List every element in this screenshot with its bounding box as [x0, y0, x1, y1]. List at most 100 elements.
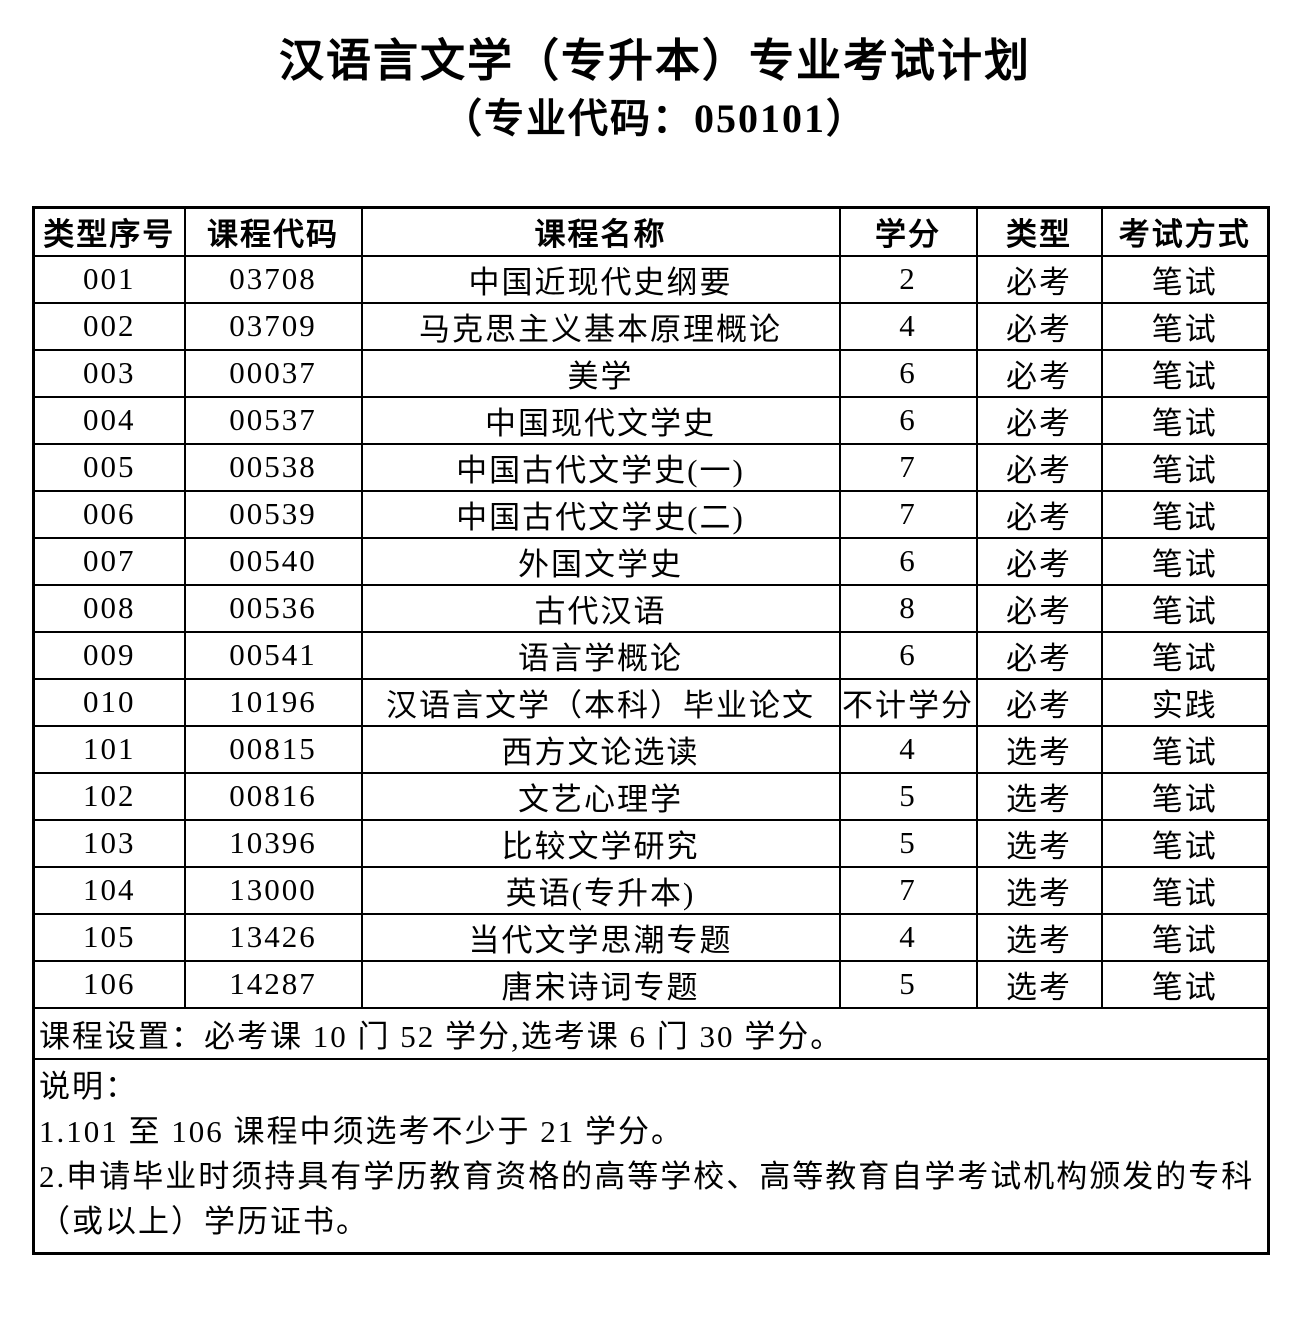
cell-course-name: 中国现代文学史	[360, 395, 841, 445]
cell-credits: 6	[838, 536, 978, 586]
cell-type: 必考	[975, 583, 1103, 633]
cell-course-name: 文艺心理学	[360, 771, 841, 821]
page-title: 汉语言文学（专升本）专业考试计划	[278, 36, 1031, 86]
cell-credits: 5	[838, 959, 978, 1009]
cell-type: 必考	[975, 254, 1103, 304]
cell-type: 必考	[975, 536, 1103, 586]
cell-credits: 2	[838, 254, 978, 304]
cell-type-number: 103	[32, 818, 186, 868]
cell-course-name: 英语(专升本)	[360, 865, 841, 915]
cell-type: 选考	[975, 818, 1103, 868]
course-row: 106 14287 唐宋诗词专题 5 选考 笔试	[32, 959, 1270, 1009]
cell-type: 选考	[975, 959, 1103, 1009]
cell-type: 选考	[975, 724, 1103, 774]
cell-exam-method: 笔试	[1100, 489, 1270, 539]
cell-course-code: 00541	[183, 630, 363, 680]
cell-exam-method: 实践	[1100, 677, 1270, 727]
col-header-type-number: 类型序号	[32, 206, 186, 257]
cell-exam-method: 笔试	[1100, 771, 1270, 821]
cell-credits: 7	[838, 865, 978, 915]
exam-plan-table: 类型序号 课程代码 课程名称 学分 类型 考试方式 001 03708 中国近现代史…	[32, 205, 1270, 1255]
cell-course-name: 比较文学研究	[360, 818, 841, 868]
cell-type: 必考	[975, 489, 1103, 539]
cell-credits: 7	[838, 442, 978, 492]
cell-exam-method: 笔试	[1100, 865, 1270, 915]
cell-exam-method: 笔试	[1100, 536, 1270, 586]
cell-course-name: 中国古代文学史(二)	[360, 489, 841, 539]
col-header-course-name: 课程名称	[360, 206, 841, 257]
cell-type-number: 001	[32, 254, 186, 304]
cell-exam-method: 笔试	[1100, 912, 1270, 962]
cell-course-code: 14287	[183, 959, 363, 1009]
course-row: 103 10396 比较文学研究 5 选考 笔试	[32, 818, 1270, 868]
cell-type-number: 101	[32, 724, 186, 774]
cell-exam-method: 笔试	[1100, 301, 1270, 351]
summary-row: 课程设置：必考课 10 门 52 学分,选考课 6 门 30 学分。	[32, 1006, 1270, 1060]
col-header-course-code: 课程代码	[183, 206, 363, 257]
course-row: 002 03709 马克思主义基本原理概论 4 必考 笔试	[32, 301, 1270, 351]
cell-course-code: 00538	[183, 442, 363, 492]
cell-course-code: 03709	[183, 301, 363, 351]
cell-type-number: 106	[32, 959, 186, 1009]
cell-credits: 不计学分	[838, 677, 978, 727]
course-row: 009 00541 语言学概论 6 必考 笔试	[32, 630, 1270, 680]
cell-course-code: 10196	[183, 677, 363, 727]
cell-type-number: 005	[32, 442, 186, 492]
col-header-type: 类型	[975, 206, 1103, 257]
cell-exam-method: 笔试	[1100, 724, 1270, 774]
cell-type-number: 104	[32, 865, 186, 915]
cell-credits: 5	[838, 771, 978, 821]
cell-course-code: 00816	[183, 771, 363, 821]
cell-course-code: 00037	[183, 348, 363, 398]
course-row: 004 00537 中国现代文学史 6 必考 笔试	[32, 395, 1270, 445]
notes-section: 说明： 1.101 至 106 课程中须选考不少于 21 学分。 2.申请毕业时…	[32, 1057, 1270, 1255]
cell-exam-method: 笔试	[1100, 818, 1270, 868]
cell-course-name: 唐宋诗词专题	[360, 959, 841, 1009]
cell-course-code: 00540	[183, 536, 363, 586]
note-item-2: 2.申请毕业时须持具有学历教育资格的高等学校、高等教育自学考试机构颁发的专科（或…	[39, 1158, 1255, 1239]
cell-exam-method: 笔试	[1100, 395, 1270, 445]
cell-credits: 6	[838, 395, 978, 445]
cell-type-number: 006	[32, 489, 186, 539]
cell-course-name: 西方文论选读	[360, 724, 841, 774]
cell-course-name: 汉语言文学（本科）毕业论文	[360, 677, 841, 727]
page-subtitle: （专业代码：050101）	[442, 95, 868, 141]
cell-course-name: 语言学概论	[360, 630, 841, 680]
cell-type-number: 009	[32, 630, 186, 680]
cell-type: 必考	[975, 630, 1103, 680]
cell-course-code: 13426	[183, 912, 363, 962]
course-row: 104 13000 英语(专升本) 7 选考 笔试	[32, 865, 1270, 915]
cell-exam-method: 笔试	[1100, 348, 1270, 398]
course-row: 101 00815 西方文论选读 4 选考 笔试	[32, 724, 1270, 774]
cell-type: 选考	[975, 771, 1103, 821]
course-row: 010 10196 汉语言文学（本科）毕业论文 不计学分 必考 实践	[32, 677, 1270, 727]
document-page: 汉语言文学（专升本）专业考试计划 （专业代码：050101） 类型序号 课程代码…	[32, 36, 1270, 1255]
cell-type-number: 004	[32, 395, 186, 445]
note-item-1: 1.101 至 106 课程中须选考不少于 21 学分。	[39, 1113, 684, 1149]
course-rows-body: 001 03708 中国近现代史纲要 2 必考 笔试 002 03709 马克思主义基本原理概论…	[32, 254, 1270, 1009]
cell-type: 必考	[975, 395, 1103, 445]
cell-credits: 7	[838, 489, 978, 539]
course-setup-summary: 课程设置：必考课 10 门 52 学分,选考课 6 门 30 学分。	[32, 1006, 1270, 1060]
course-row: 102 00816 文艺心理学 5 选考 笔试	[32, 771, 1270, 821]
cell-type-number: 002	[32, 301, 186, 351]
cell-course-code: 00815	[183, 724, 363, 774]
col-header-exam-method: 考试方式	[1100, 206, 1270, 257]
cell-type-number: 008	[32, 583, 186, 633]
cell-credits: 8	[838, 583, 978, 633]
course-row: 008 00536 古代汉语 8 必考 笔试	[32, 583, 1270, 633]
cell-course-name: 美学	[360, 348, 841, 398]
cell-type: 必考	[975, 301, 1103, 351]
cell-course-code: 00537	[183, 395, 363, 445]
cell-course-code: 00536	[183, 583, 363, 633]
col-header-credits: 学分	[838, 206, 978, 257]
cell-exam-method: 笔试	[1100, 959, 1270, 1009]
cell-course-name: 外国文学史	[360, 536, 841, 586]
cell-course-code: 03708	[183, 254, 363, 304]
cell-course-code: 00539	[183, 489, 363, 539]
cell-credits: 5	[838, 818, 978, 868]
cell-course-code: 13000	[183, 865, 363, 915]
cell-type: 必考	[975, 348, 1103, 398]
notes-heading: 说明：	[39, 1068, 138, 1104]
course-row: 001 03708 中国近现代史纲要 2 必考 笔试	[32, 254, 1270, 304]
